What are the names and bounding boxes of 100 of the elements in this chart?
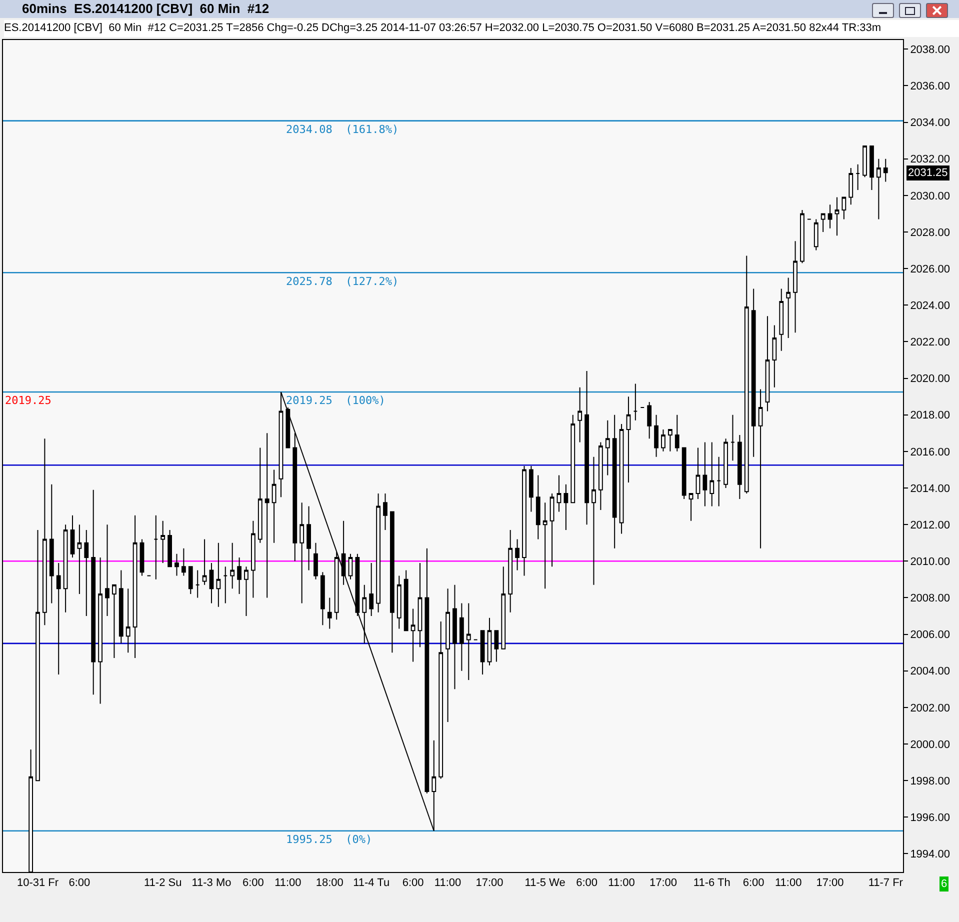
y-tick-label: 2020.00 (910, 373, 950, 386)
candlestick (528, 466, 534, 512)
candlestick (306, 506, 311, 571)
x-tick-label: 11-5 We (524, 877, 566, 890)
candlestick (647, 402, 652, 440)
x-tick-label: 17:00 (476, 877, 504, 890)
candlestick (876, 158, 881, 220)
candlestick (814, 218, 818, 251)
y-tick-label: 2006.00 (910, 629, 950, 642)
candlestick (154, 514, 158, 580)
candlestick (424, 548, 430, 794)
y-tick-label: 1994.00 (910, 848, 950, 861)
candlestick (674, 414, 680, 452)
candlestick (682, 447, 686, 500)
y-tick-label: 2038.00 (910, 44, 950, 56)
candlestick (140, 538, 144, 576)
candlestick (550, 492, 554, 568)
candlestick (556, 474, 562, 512)
x-tick-label: 11:00 (608, 877, 635, 890)
candlestick (758, 388, 763, 549)
x-tick-label: 17:00 (649, 877, 677, 890)
candlestick (314, 542, 318, 580)
candlestick (730, 414, 735, 462)
candlestick (696, 447, 700, 500)
y-tick-label: 1998.00 (910, 775, 950, 788)
candlestick (446, 588, 450, 723)
candlestick (786, 277, 791, 339)
x-tick-label: 6:00 (576, 877, 598, 890)
x-tick-label: 6:00 (242, 877, 264, 890)
candlestick (612, 414, 617, 549)
y-tick-label: 2002.00 (910, 702, 950, 714)
candlestick (174, 553, 179, 576)
candlestick (633, 383, 638, 421)
candlestick (181, 548, 186, 576)
candlestick (668, 428, 672, 452)
candlestick (578, 386, 582, 443)
candlestick (348, 553, 353, 580)
x-tick-label: 11-2 Su (144, 877, 182, 890)
text: 6 (941, 878, 948, 890)
candlestick (258, 447, 262, 544)
x-tick-label: 11-3 Mo (192, 877, 232, 890)
candlestick (779, 288, 784, 352)
x-tick-label: 6:00 (402, 877, 424, 890)
candlestick (842, 196, 846, 220)
candlestick (820, 213, 826, 232)
candlestick (737, 434, 742, 500)
x-tick-label: 11:00 (434, 877, 462, 890)
candlestick (508, 530, 513, 613)
candlestick (244, 566, 248, 616)
candlestick (501, 566, 506, 650)
candlestick (70, 514, 75, 558)
y-tick-label: 2032.00 (910, 154, 950, 166)
candlestick (91, 489, 96, 696)
candlestick (619, 424, 624, 534)
x-tick-label: 6:00 (742, 877, 764, 890)
candlestick (383, 492, 388, 531)
candlestick (300, 502, 304, 604)
candlestick (452, 584, 457, 690)
candlestick (132, 514, 138, 659)
candlestick (188, 566, 193, 595)
candlestick (320, 572, 325, 626)
candlestick (362, 584, 367, 644)
candlestick (230, 542, 235, 590)
candlestick (63, 524, 68, 613)
candlestick (605, 420, 610, 476)
annotation: 2019.25 (5, 394, 52, 407)
candlestick (126, 588, 130, 654)
candlestick (710, 442, 714, 507)
ref-line-label: 1995.25 (0%) (286, 833, 372, 846)
y-tick-label: 2014.00 (910, 482, 950, 495)
candlestick (848, 168, 854, 206)
candlestick (870, 146, 874, 190)
candlestick (772, 324, 777, 388)
candlestick (112, 584, 116, 659)
y-tick-label: 2000.00 (910, 738, 950, 751)
candlestick (800, 210, 804, 264)
candlestick (223, 566, 228, 604)
candlestick (216, 542, 221, 608)
x-tick-label: 11-7 Fr (868, 877, 904, 890)
candlestick (515, 538, 520, 571)
ref-line-label: 2034.08 (161.8%) (286, 123, 399, 136)
x-tick-label: 11-6 Th (693, 877, 730, 890)
candlestick (334, 552, 339, 620)
candlestick (487, 617, 492, 666)
y-tick-label: 2034.00 (910, 117, 950, 130)
x-tick-label: 18:00 (316, 877, 344, 890)
candlestick (564, 484, 568, 531)
text: 2031.25 (908, 167, 948, 179)
candlestick (418, 562, 422, 648)
candlestick (716, 456, 722, 507)
candlestick (793, 240, 798, 334)
candlestick (355, 553, 360, 616)
y-tick-label: 2028.00 (910, 226, 950, 239)
candlestick (341, 520, 346, 586)
candlestick (272, 469, 276, 544)
candlestick (237, 556, 242, 595)
candlestick (160, 520, 166, 564)
candlestick (98, 556, 102, 704)
x-tick-label: 11-4 Tu (353, 877, 390, 890)
candlestick (862, 146, 867, 178)
